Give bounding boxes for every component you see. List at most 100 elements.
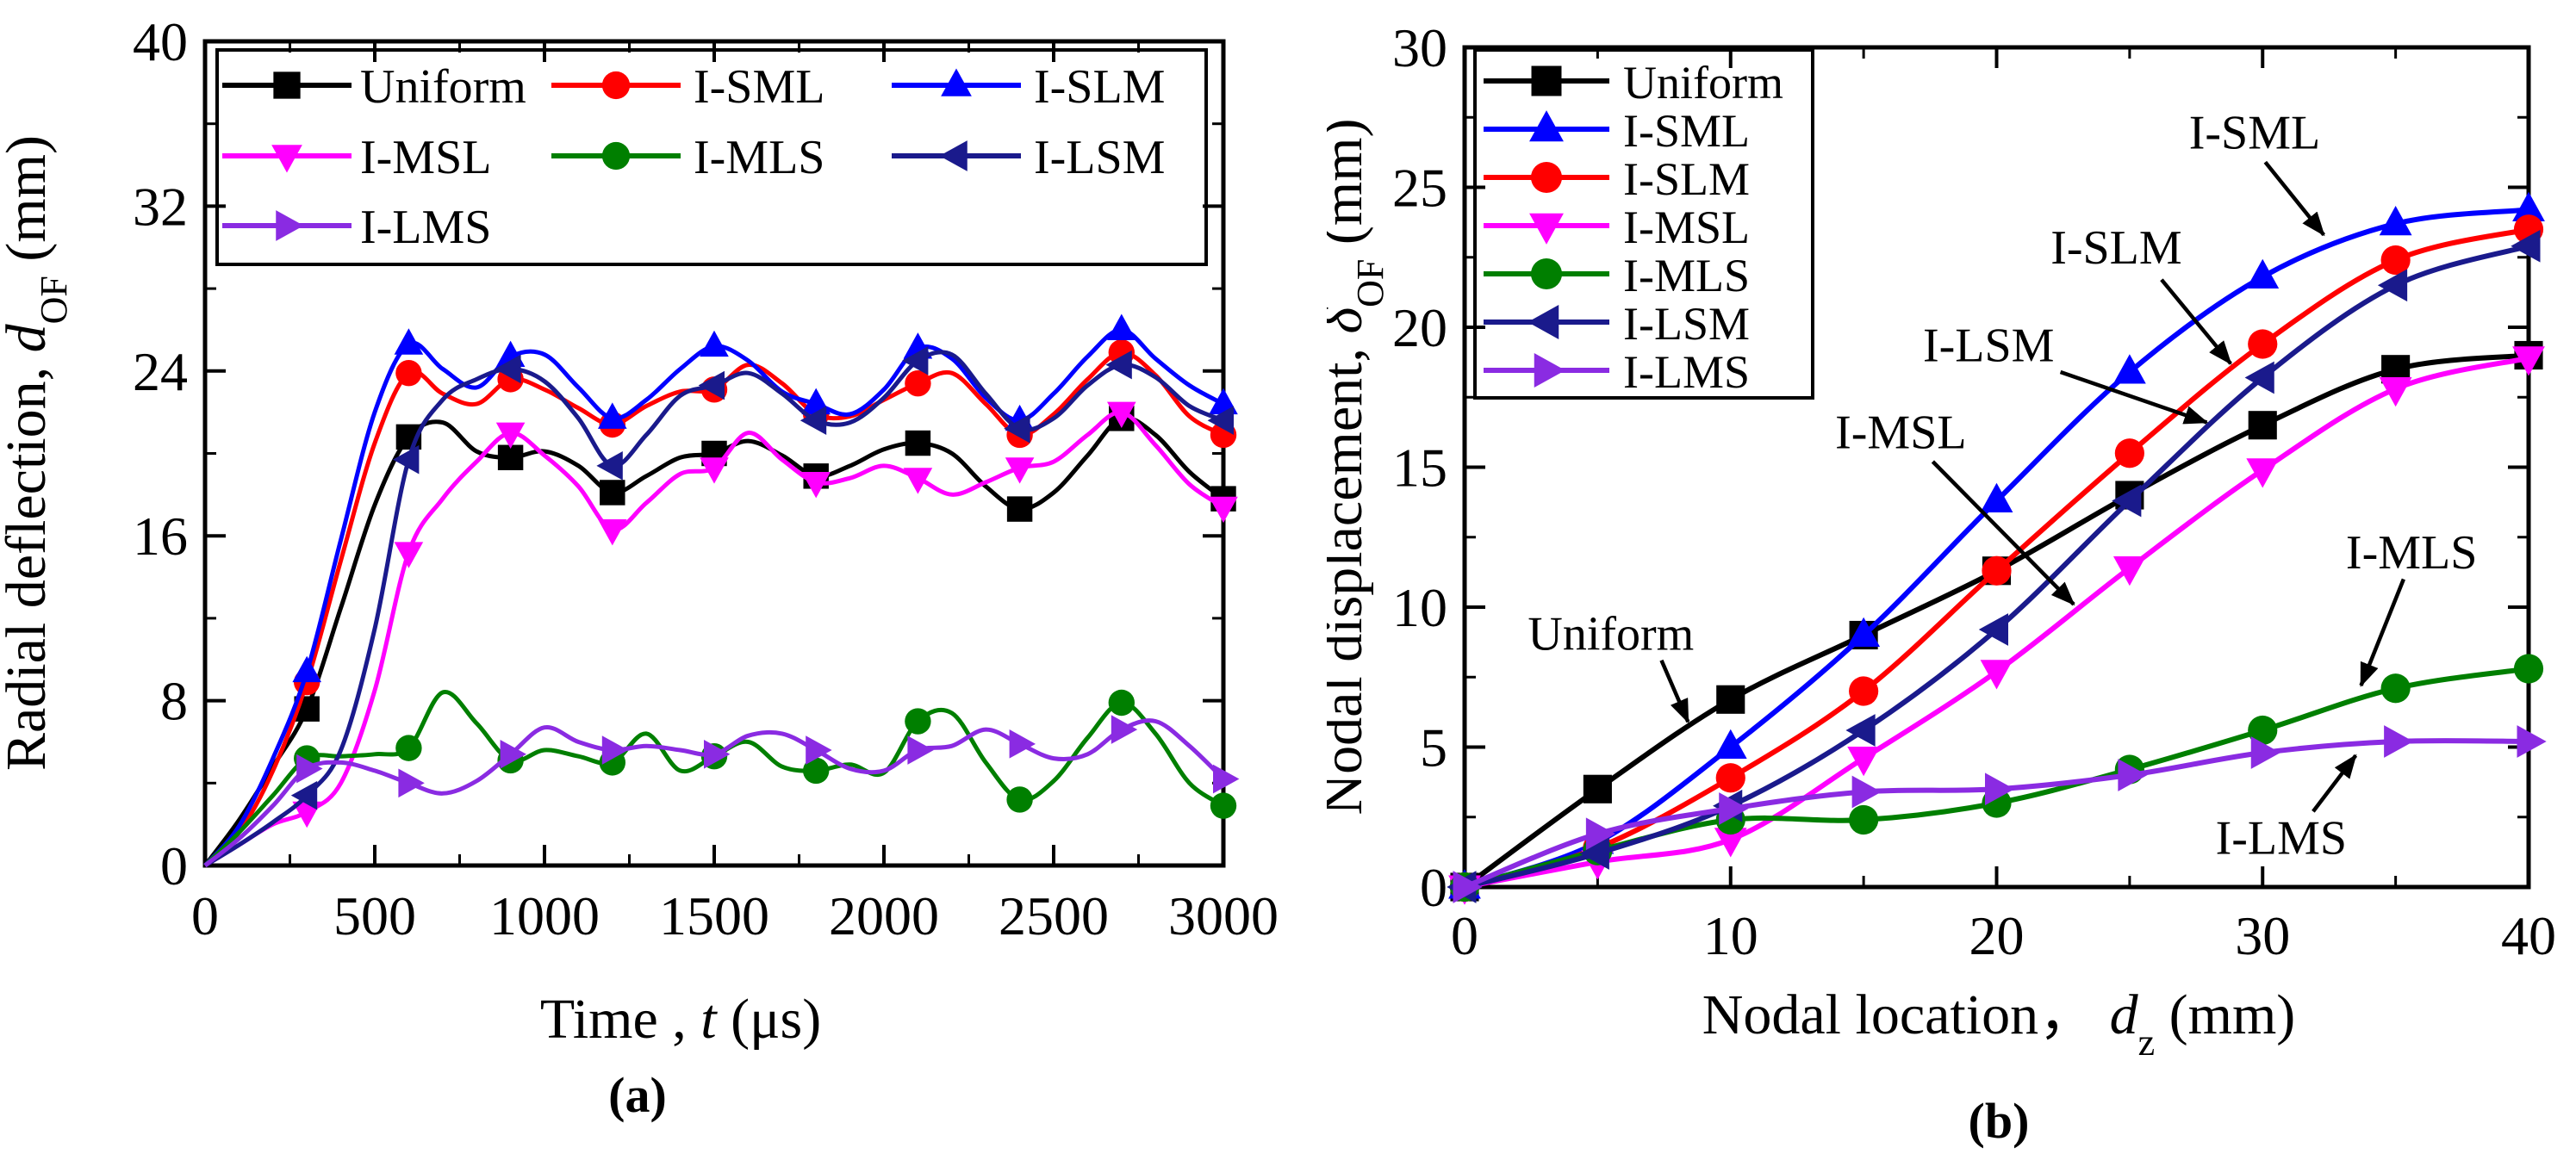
legend-label-I-SML: I-SML <box>1623 105 1750 157</box>
legend-marker-I-SLM <box>941 68 972 96</box>
series-marker-I-SLM <box>394 328 424 355</box>
x-axis-label: Nodal location， dz (mm) <box>1702 983 2296 1064</box>
legend-marker-I-SLM <box>1530 161 1563 194</box>
series-marker-I-LSM <box>290 780 318 810</box>
legend-marker-I-SML <box>601 71 631 100</box>
series-marker-I-MSL <box>801 471 831 499</box>
x-tick-label: 30 <box>2235 905 2290 966</box>
annotation-I-MSL: I-MSL <box>1835 406 2075 606</box>
legend-marker-I-LMS <box>276 210 304 241</box>
annotation-I-SML: I-SML <box>2189 107 2326 237</box>
series-marker-I-LSM <box>1004 413 1030 444</box>
annotation-arrow <box>1931 460 2075 606</box>
series-line-I-MLS <box>1464 666 2529 890</box>
series-marker-I-SLM <box>1982 555 2012 586</box>
legend-entry-I-LSM: I-LSM <box>1484 298 1750 350</box>
series-marker-I-LMS <box>2250 736 2280 769</box>
series-marker-I-LMS <box>1213 764 1240 794</box>
x-axis-label: Time , t (μs) <box>540 988 821 1051</box>
y-tick-label: 15 <box>1392 437 1447 499</box>
series-marker-I-LSM <box>2511 229 2541 263</box>
legend-marker-Uniform <box>273 71 301 99</box>
series-group <box>203 313 1240 868</box>
y-axis-label: Radial deflection, dOF (mm) <box>0 135 75 771</box>
series-marker-I-LMS <box>1453 871 1483 903</box>
y-tick-label: 40 <box>133 11 188 72</box>
series-marker-Uniform <box>2248 411 2277 440</box>
series-marker-I-LMS <box>2118 759 2148 791</box>
x-tick-label: 40 <box>2501 905 2556 966</box>
series-line-I-MSL <box>203 410 1225 868</box>
legend-marker-I-LSM <box>939 140 968 171</box>
legend-box <box>215 48 1208 266</box>
x-tick-label: 2000 <box>829 885 939 946</box>
series-marker-I-SML <box>2512 191 2545 221</box>
x-tick-label: 500 <box>333 885 416 946</box>
series-marker-I-SLM <box>1849 676 1879 706</box>
series-line-I-SML <box>203 350 1225 867</box>
series-marker-I-LSM <box>698 370 725 400</box>
annotation-text: I-LMS <box>2216 812 2347 866</box>
series-marker-I-MSL <box>2512 346 2545 376</box>
x-tick-label: 10 <box>1703 905 1758 966</box>
series-marker-I-LMS <box>601 735 629 765</box>
x-tick-label: 3000 <box>1168 885 1279 946</box>
series-marker-I-LMS <box>1585 817 1616 851</box>
annotation-arrow <box>2312 754 2358 813</box>
annotation-text: I-SLM <box>2050 221 2181 275</box>
series-marker-I-LSM <box>1579 837 1609 870</box>
y-axis-label: Nodal displacement, δOF (mm) <box>1327 118 1391 815</box>
series-marker-I-SML <box>2112 354 2146 384</box>
legend-label-Uniform: Uniform <box>360 60 526 114</box>
legend-label-I-LMS: I-LMS <box>1623 346 1750 398</box>
annotation-arrow <box>2263 160 2326 237</box>
y-tick-label: 20 <box>1392 297 1447 358</box>
y-tick-label: 5 <box>1420 717 1447 779</box>
legend-entry-I-LMS: I-LMS <box>222 201 491 254</box>
series-marker-I-LMS <box>1111 715 1138 744</box>
panel-b-nodal-displacement-chart: 0 10 20 30 40 0 5 10 15 20 25 30 Nodal location， dz … <box>1327 17 2556 1064</box>
series-marker-I-SML <box>1980 482 2013 512</box>
legend-label-I-LSM: I-LSM <box>1034 131 1165 184</box>
legend-marker-I-LSM <box>1528 305 1559 339</box>
series-marker-I-SLM <box>700 330 729 357</box>
series-marker-I-SLM <box>1715 763 1745 793</box>
series-marker-I-LSM <box>1105 350 1132 380</box>
legend-label-I-MSL: I-MSL <box>1623 202 1750 253</box>
tick-labels: 0 500 1000 1500 2000 2500 3000 0 8 16 24 32 40 <box>133 11 1279 946</box>
legend-label-Uniform: Uniform <box>1623 57 1783 109</box>
series-marker-I-SLM <box>2380 245 2411 276</box>
panel-a-radial-deflection-chart: 0 500 1000 1500 2000 2500 3000 0 8 16 24 32 40 Time ,… <box>0 11 1279 1051</box>
annotation-I-SLM: I-SLM <box>2050 221 2232 365</box>
legend-entry-I-MLS: I-MLS <box>1484 250 1750 301</box>
series-marker-I-MSL <box>495 422 526 449</box>
legend-label-I-LMS: I-LMS <box>360 201 491 254</box>
annotation-I-LMS: I-LMS <box>2216 754 2358 866</box>
series-marker-I-LSM <box>1845 714 1876 747</box>
legend-label-I-SLM: I-SLM <box>1623 153 1750 205</box>
legend-entry-I-SLM: I-SLM <box>1484 153 1750 205</box>
series-marker-I-MSL <box>2112 556 2146 586</box>
x-tick-label: 1500 <box>659 885 769 946</box>
series-marker-Uniform <box>497 444 524 471</box>
legend-label-I-SML: I-SML <box>694 60 824 114</box>
series-marker-I-MSL <box>2379 377 2412 407</box>
series-marker-Uniform <box>600 480 625 506</box>
legend-entry-Uniform: Uniform <box>222 60 526 114</box>
series-marker-I-MSL <box>1209 496 1238 524</box>
series-marker-I-LSM <box>1207 406 1234 436</box>
y-tick-label: 16 <box>133 506 188 567</box>
legend-label-I-MLS: I-MLS <box>694 131 824 184</box>
legend-entry-I-LSM: I-LSM <box>892 131 1165 184</box>
series-marker-I-SML <box>2246 258 2280 288</box>
series-marker-I-LMS <box>1851 775 1882 809</box>
y-tick-label: 0 <box>160 835 188 897</box>
series-marker-I-SML <box>1847 617 1881 647</box>
series-marker-I-MSL <box>1847 747 1881 777</box>
series-marker-I-LMS <box>500 740 526 769</box>
legend-entry-I-MSL: I-MSL <box>222 131 491 184</box>
legend-box <box>1473 48 1814 400</box>
